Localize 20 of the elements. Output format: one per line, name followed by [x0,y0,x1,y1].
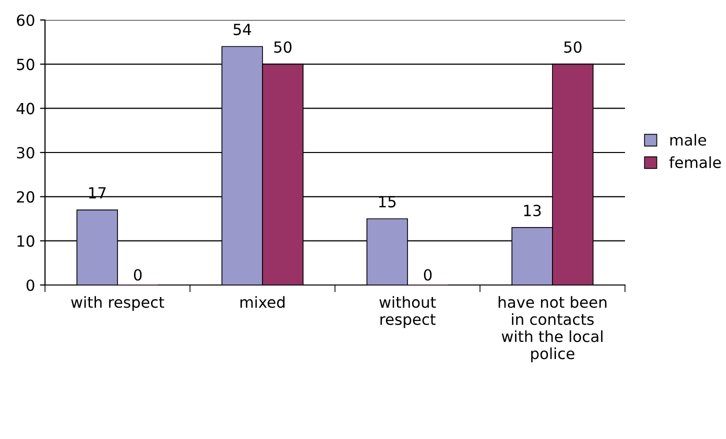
y-tick-label: 10 [18,235,34,247]
data-label: 50 [274,41,292,53]
data-label: 54 [234,24,252,36]
legend-label: male [670,134,706,146]
x-tick-label: without respect [379,296,436,328]
data-label: 17 [89,187,106,198]
data-label: 0 [424,269,432,281]
y-tick-label: 50 [17,58,34,70]
y-tick-label: 20 [16,191,34,203]
x-tick-label: have not been in contacts with the local police [498,296,606,362]
y-tick-label: 0 [26,279,34,292]
y-tick-label: 60 [16,14,34,26]
y-tick-label: 40 [16,102,34,114]
y-tick-label: 30 [17,146,34,159]
x-tick-label: with respect [71,296,164,311]
legend-label: female [669,156,721,168]
data-label: 50 [564,41,582,53]
data-label: 13 [524,204,541,216]
x-tick-label: mixed [240,296,285,308]
data-label: 0 [134,269,142,281]
